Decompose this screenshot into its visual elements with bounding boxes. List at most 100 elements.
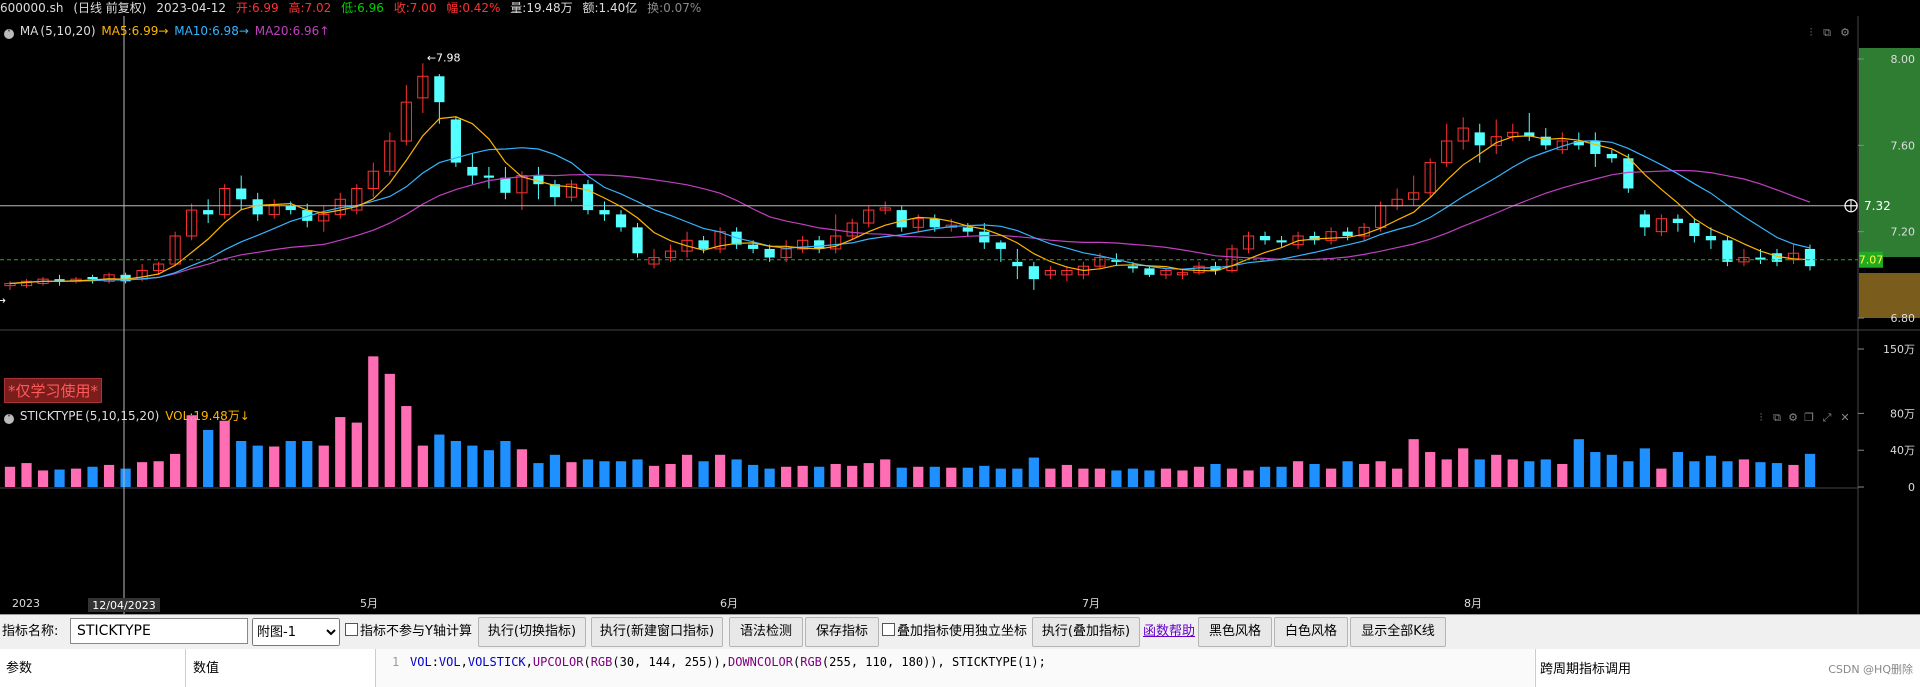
- candle-down: [814, 240, 825, 249]
- volume-bar: [434, 434, 445, 487]
- param-table: 参数 数值: [0, 649, 376, 687]
- vol-indicator-name: STICKTYPE: [19, 409, 84, 423]
- collapse-icon[interactable]: ˅: [4, 29, 14, 39]
- code-token: DOWNCOLOR: [727, 655, 793, 669]
- ma10-line: [9, 139, 1811, 285]
- vol-y-tick-label: 0: [1908, 481, 1915, 494]
- amplitude: 幅:0.42%: [446, 1, 501, 15]
- volume-bar: [648, 465, 660, 487]
- candle-up: [681, 239, 693, 252]
- collapse-icon[interactable]: ˅: [4, 414, 14, 424]
- price-axis-lower-band: [1859, 273, 1920, 318]
- candle-down: [896, 210, 907, 228]
- volume-bar: [1045, 468, 1056, 487]
- close-icon[interactable]: ✕: [1840, 411, 1850, 424]
- candle-down: [1474, 132, 1485, 146]
- candle-down: [995, 242, 1006, 249]
- volume-bar: [566, 462, 577, 487]
- candle-down: [252, 199, 263, 215]
- gear-icon[interactable]: ⚙: [1840, 26, 1850, 39]
- candle-down: [748, 244, 759, 249]
- candle-down: [549, 184, 561, 198]
- candle-up: [103, 274, 115, 282]
- exec-overlay-button[interactable]: 执行(叠加指标): [1032, 617, 1140, 647]
- candle-down: [1028, 266, 1039, 280]
- code-editor[interactable]: 1 VOL:VOL,VOLSTICK,UPCOLOR(RGB(30, 144, …: [376, 649, 1534, 687]
- volume-bar: [1259, 466, 1271, 487]
- candle-down: [467, 166, 478, 176]
- code-line[interactable]: VOL:VOL,VOLSTICK,UPCOLOR(RGB(30, 144, 25…: [410, 655, 1046, 669]
- indicator-name-input[interactable]: [70, 618, 248, 644]
- volume-bar: [1474, 459, 1485, 487]
- x-axis-label: 2023: [12, 597, 40, 610]
- vol-y-tick-label: 80万: [1890, 407, 1915, 420]
- overlay-axis-checkbox[interactable]: [882, 623, 895, 636]
- volume-bar: [318, 445, 329, 487]
- volume-bar: [120, 468, 131, 487]
- kline-chart[interactable]: 8.00 7.60 7.20 6.80 150万 80万 40万 0 ←7.98 6.93→ 7.3…: [0, 16, 1920, 614]
- param-column-header: 参数: [6, 661, 33, 676]
- y-tick-label: 6.80: [1891, 312, 1916, 325]
- settings-icon[interactable]: ⫶: [1809, 26, 1813, 39]
- settings-icon[interactable]: ⫶: [1759, 411, 1763, 424]
- function-help-link[interactable]: 函数帮助: [1143, 624, 1196, 639]
- candle-up: [1160, 270, 1172, 276]
- candle-down: [1705, 235, 1717, 241]
- show-all-kline-button[interactable]: 显示全部K线: [1350, 617, 1446, 647]
- candle-down: [1012, 261, 1023, 267]
- volume-bar: [170, 453, 181, 487]
- candle-down: [450, 119, 461, 163]
- volume-bar: [1111, 470, 1122, 487]
- volume-bar: [1804, 453, 1816, 487]
- candle-up: [169, 235, 181, 265]
- window-icon[interactable]: ⧉: [1773, 411, 1781, 424]
- x-axis-label: 6月: [720, 597, 738, 610]
- save-indicator-button[interactable]: 保存指标: [805, 617, 879, 647]
- exec-switch-button[interactable]: 执行(切换指标): [478, 617, 586, 647]
- volume-bar: [203, 429, 214, 487]
- line-number: 1: [392, 655, 400, 669]
- window-icon[interactable]: ⧉: [1823, 26, 1831, 39]
- candle-down: [929, 218, 940, 228]
- white-style-button[interactable]: 白色风格: [1274, 617, 1348, 647]
- candle-up: [565, 183, 578, 198]
- y-axis-checkbox-wrap[interactable]: 指标不参与Y轴计算: [345, 615, 472, 649]
- volume-bar: [665, 464, 676, 487]
- volume-bar: [384, 373, 395, 487]
- ma-legend: ˅ MA (5,10,20) MA5:6.99→ MA10:6.98→ MA20:…: [4, 23, 331, 39]
- volume-bar: [1078, 468, 1089, 487]
- volume-bar: [1672, 452, 1684, 487]
- dark-style-button[interactable]: 黑色风格: [1198, 617, 1272, 647]
- candle-up: [1193, 265, 1205, 274]
- candle-up: [400, 101, 412, 142]
- maximize-icon[interactable]: ⤢: [1822, 411, 1832, 424]
- gear-icon[interactable]: ⚙: [1788, 411, 1798, 424]
- copy-icon[interactable]: ❐: [1804, 411, 1814, 424]
- ma5-value: MA5:6.99→: [101, 24, 169, 38]
- overlay-axis-checkbox-label: 叠加指标使用独立坐标: [897, 624, 1028, 639]
- attach-window-select[interactable]: 附图-1: [252, 618, 340, 646]
- volume-bar: [1144, 470, 1155, 487]
- volume-bar: [1375, 461, 1386, 487]
- syntax-check-button[interactable]: 语法检测: [729, 617, 803, 647]
- cross-period-pane: 跨周期指标调用 CSDN @HQ删除: [1535, 649, 1920, 687]
- y-tick-label: 7.20: [1891, 226, 1916, 239]
- candle-up: [797, 239, 809, 250]
- candle-down: [203, 210, 214, 215]
- volume-bar: [417, 445, 428, 487]
- overlay-axis-checkbox-wrap[interactable]: 叠加指标使用独立坐标: [882, 615, 1027, 649]
- turnover: 换:0.07%: [647, 1, 702, 15]
- volume-bar: [1160, 468, 1172, 487]
- volume-bar: [929, 466, 940, 487]
- volume-bar: [1738, 459, 1750, 487]
- candle-down: [698, 240, 709, 249]
- candle-up: [1655, 218, 1667, 233]
- exec-new-window-button[interactable]: 执行(新建窗口指标): [591, 617, 723, 647]
- crosshair-price-label: 7.32: [1864, 199, 1891, 213]
- candle-down: [1722, 240, 1733, 262]
- candle-up: [664, 250, 677, 259]
- volume-bar: [1458, 448, 1469, 487]
- ma20-line: [9, 169, 1811, 285]
- y-axis-checkbox[interactable]: [345, 623, 358, 636]
- value-column-header: 数值: [193, 661, 220, 676]
